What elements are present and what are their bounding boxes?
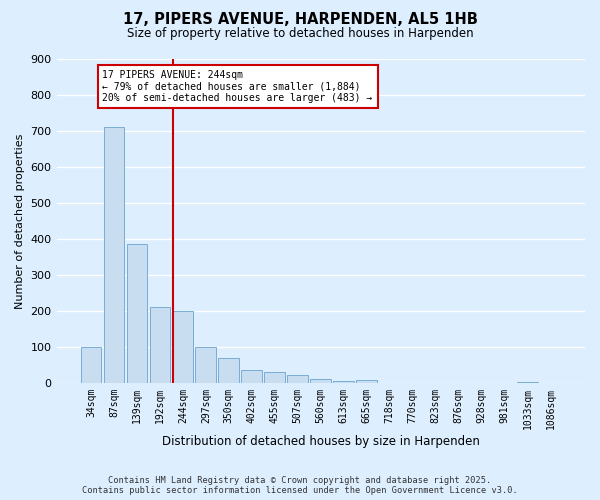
Bar [196,347,216,383]
Text: Size of property relative to detached houses in Harpenden: Size of property relative to detached ho… [127,28,473,40]
Bar [334,381,354,383]
Text: 17, PIPERS AVENUE, HARPENDEN, AL5 1HB: 17, PIPERS AVENUE, HARPENDEN, AL5 1HB [122,12,478,28]
Y-axis label: Number of detached properties: Number of detached properties [15,134,25,308]
Bar [127,244,147,383]
Bar [149,308,170,383]
Bar [173,311,193,383]
Bar [241,370,262,383]
Bar [265,372,285,383]
Bar [104,128,124,383]
Bar [287,375,308,383]
Bar [517,382,538,383]
Bar [80,347,101,383]
X-axis label: Distribution of detached houses by size in Harpenden: Distribution of detached houses by size … [162,434,480,448]
Bar [356,380,377,383]
Text: 17 PIPERS AVENUE: 244sqm
← 79% of detached houses are smaller (1,884)
20% of sem: 17 PIPERS AVENUE: 244sqm ← 79% of detach… [103,70,373,103]
Text: Contains HM Land Registry data © Crown copyright and database right 2025.
Contai: Contains HM Land Registry data © Crown c… [82,476,518,495]
Bar [310,380,331,383]
Bar [218,358,239,383]
